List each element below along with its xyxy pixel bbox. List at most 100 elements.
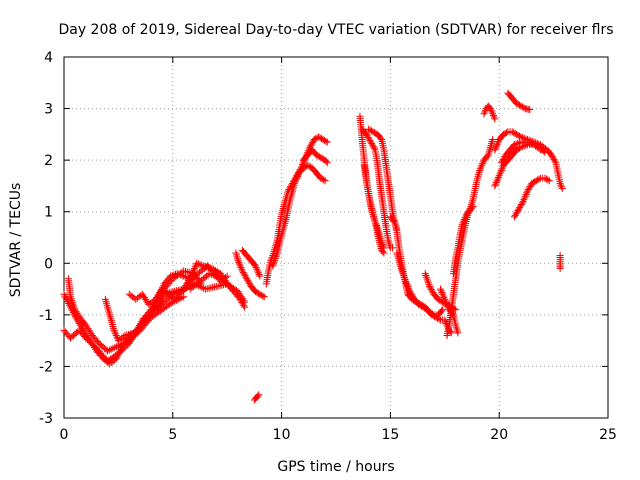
data-point	[453, 325, 461, 333]
data-point	[535, 145, 543, 153]
data-point	[126, 330, 134, 338]
data-point	[514, 131, 522, 139]
data-point	[308, 139, 316, 147]
data-point	[112, 331, 120, 339]
data-point	[540, 147, 548, 155]
data-point	[479, 158, 487, 166]
data-point	[409, 292, 417, 300]
data-point	[491, 115, 499, 123]
x-tick-label: 5	[168, 427, 177, 443]
data-point	[113, 343, 121, 351]
data-point	[522, 191, 530, 199]
data-point	[385, 238, 393, 246]
data-point	[520, 104, 528, 112]
data-point	[402, 279, 410, 287]
data-point	[299, 164, 307, 172]
y-tick-label: 0	[44, 256, 53, 272]
data-point	[193, 259, 201, 267]
data-point	[520, 134, 528, 142]
data-point	[107, 345, 115, 353]
data-point	[244, 276, 252, 284]
data-point	[502, 129, 510, 137]
data-point	[389, 244, 397, 252]
data-point	[521, 194, 529, 202]
data-point	[320, 176, 328, 184]
data-point	[122, 338, 130, 346]
data-point	[525, 184, 533, 192]
grid	[64, 57, 608, 418]
data-point	[442, 299, 450, 307]
x-axis-label: GPS time / hours	[277, 459, 394, 475]
series-track-7	[125, 262, 231, 309]
data-point	[175, 270, 183, 278]
data-point	[436, 285, 444, 293]
data-point	[366, 137, 374, 145]
data-point	[486, 145, 494, 153]
data-point	[517, 200, 525, 208]
data-point	[407, 289, 415, 297]
data-point	[437, 287, 445, 295]
data-point	[317, 174, 325, 182]
data-point	[477, 163, 485, 171]
data-point	[245, 278, 253, 286]
data-point	[489, 136, 497, 144]
data-point	[434, 314, 442, 322]
data-point	[323, 138, 331, 146]
data-point	[462, 212, 470, 220]
data-point	[429, 312, 437, 320]
data-point	[243, 275, 251, 283]
data-point	[492, 180, 500, 188]
x-tick-label: 25	[599, 427, 617, 443]
data-point	[222, 273, 230, 281]
data-point	[497, 168, 505, 176]
data-point	[237, 297, 245, 305]
data-point	[380, 249, 388, 257]
data-point	[523, 189, 531, 197]
data-point	[294, 172, 302, 180]
data-point	[121, 331, 129, 339]
data-point	[550, 156, 558, 164]
data-point	[431, 313, 439, 321]
data-point	[120, 339, 128, 347]
data-point	[453, 327, 461, 335]
data-point	[176, 289, 184, 297]
data-point	[379, 248, 387, 256]
data-point	[180, 293, 188, 301]
y-tick-label: 3	[44, 102, 53, 118]
data-point	[520, 142, 528, 150]
data-point	[232, 251, 240, 259]
y-tick-label: -3	[39, 411, 53, 427]
data-point	[497, 159, 505, 167]
data-point	[516, 204, 524, 212]
data-point	[441, 295, 449, 303]
series-track-1	[60, 280, 249, 365]
data-point	[111, 328, 119, 336]
data-point	[251, 288, 259, 296]
series-track-29	[510, 174, 553, 221]
data-point	[363, 132, 371, 140]
data-point	[236, 295, 244, 303]
axis-ticks: 0 5 10 15 20 25 -3 -2 -1 0 1 2 3 4	[39, 50, 617, 443]
series-track-21	[436, 285, 462, 337]
data-point	[498, 157, 506, 165]
data-point	[304, 161, 312, 169]
data-point	[469, 203, 477, 211]
data-point	[278, 208, 286, 216]
data-point	[541, 148, 549, 156]
data-point	[366, 126, 374, 134]
data-point	[402, 277, 410, 285]
data-point	[189, 268, 197, 276]
data-point	[238, 298, 246, 306]
data-point	[128, 329, 136, 337]
data-point	[440, 294, 448, 302]
data-point	[499, 156, 507, 164]
series-track-4	[101, 270, 194, 345]
data-point	[408, 291, 416, 299]
data-point	[110, 326, 118, 334]
data-point	[428, 311, 436, 319]
data-point	[517, 202, 525, 210]
data-point	[486, 105, 494, 113]
data-point	[513, 99, 521, 107]
x-tick-label: 0	[60, 427, 69, 443]
data-point	[500, 154, 508, 162]
